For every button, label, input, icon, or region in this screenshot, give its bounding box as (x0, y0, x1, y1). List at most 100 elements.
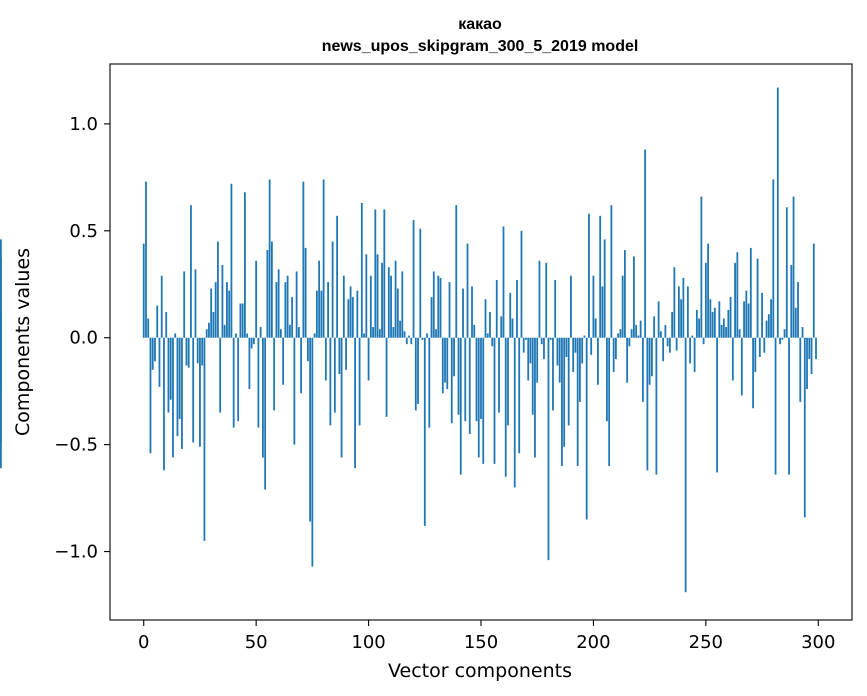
bar-243 (689, 337, 692, 364)
bar-159 (500, 316, 503, 338)
bar-216 (628, 337, 631, 347)
bar-178 (543, 337, 545, 360)
chart-subtitle: news_upos_skipgram_300_5_2019 model (322, 38, 639, 55)
bar-80 (322, 179, 325, 338)
bar-97 (360, 203, 363, 338)
bar-232 (664, 324, 667, 338)
bar-292 (799, 337, 802, 402)
bar-187 (563, 337, 566, 447)
bar-196 (583, 335, 586, 338)
bar-288 (790, 265, 793, 338)
bar-285 (783, 329, 786, 338)
y-tick-label: −0.5 (54, 435, 98, 456)
bar-244 (691, 335, 694, 338)
bar-9 (163, 337, 165, 471)
bar-10 (165, 312, 168, 338)
bar-221 (639, 320, 642, 338)
bar-36 (223, 324, 226, 338)
bar-291 (797, 282, 799, 338)
bar-12 (169, 337, 172, 400)
x-tick-label: 300 (801, 632, 835, 653)
bar-258 (722, 318, 725, 338)
bar-172 (529, 337, 532, 364)
bar-79 (320, 290, 323, 338)
bar-30 (210, 288, 213, 338)
y-axis-label: Components values (12, 248, 34, 436)
bar-212 (619, 329, 622, 338)
bar-127 (428, 337, 431, 428)
bar-185 (558, 337, 561, 383)
bar-60 (277, 269, 280, 338)
bar-126 (426, 333, 428, 338)
bar-101 (369, 275, 372, 338)
bar-33 (217, 241, 219, 338)
bar-32 (214, 282, 217, 338)
bar-83 (329, 337, 332, 426)
bar-202 (597, 337, 599, 385)
bar-162 (507, 337, 509, 426)
bar-28 (205, 329, 208, 338)
bar-54 (264, 337, 267, 490)
bar-93 (351, 297, 354, 338)
bar-53 (262, 337, 264, 458)
bar-132 (439, 277, 442, 338)
bar-242 (686, 286, 689, 338)
bar-104 (376, 254, 379, 338)
bar-231 (662, 337, 665, 362)
bar-169 (522, 337, 525, 353)
bar-136 (448, 282, 451, 338)
bar-24 (196, 337, 199, 364)
bar-173 (531, 337, 534, 415)
bar-76 (313, 333, 316, 338)
bar-29 (208, 322, 210, 338)
bar-251 (707, 243, 709, 338)
bar-146 (471, 286, 473, 338)
bar-123 (419, 228, 422, 338)
bar-239 (680, 299, 683, 338)
bar-109 (387, 267, 390, 338)
bar-155 (491, 337, 494, 347)
bar-139 (455, 205, 458, 338)
bar-223 (644, 149, 647, 338)
bar-165 (513, 337, 516, 488)
bar-278 (767, 314, 770, 338)
bar-227 (653, 316, 656, 338)
bar-7 (158, 337, 161, 387)
bar-26 (201, 337, 204, 366)
bar-259 (725, 327, 727, 338)
bar-197 (585, 337, 588, 520)
bar-68 (295, 271, 298, 338)
bar-138 (453, 337, 455, 377)
bar-219 (635, 324, 638, 338)
bar-undefined (0, 312, 2, 338)
bar-103 (374, 209, 377, 338)
bar-21 (190, 205, 192, 338)
bar-51 (257, 337, 260, 428)
bar-177 (540, 337, 543, 345)
bar-293 (801, 327, 804, 338)
bar-200 (592, 275, 595, 338)
bar-274 (758, 337, 761, 357)
bar-294 (803, 337, 806, 518)
bar-214 (624, 250, 626, 338)
bar-181 (549, 337, 552, 340)
bar-undefined (0, 337, 2, 443)
bar-235 (671, 312, 674, 338)
bar-140 (457, 337, 460, 415)
bar-211 (617, 333, 620, 338)
bar-39 (230, 183, 233, 338)
bar-273 (756, 258, 759, 338)
bar-248 (700, 196, 703, 338)
bar-256 (718, 301, 721, 338)
bar-207 (608, 337, 611, 467)
bar-50 (255, 260, 258, 338)
bar-121 (414, 337, 417, 411)
bar-23 (194, 269, 197, 338)
bar-48 (250, 337, 253, 349)
bar-71 (302, 181, 305, 338)
bar-206 (606, 337, 608, 422)
bar-91 (347, 299, 350, 338)
bar-2 (147, 318, 150, 338)
bar-280 (772, 179, 775, 338)
bar-18 (183, 271, 186, 338)
